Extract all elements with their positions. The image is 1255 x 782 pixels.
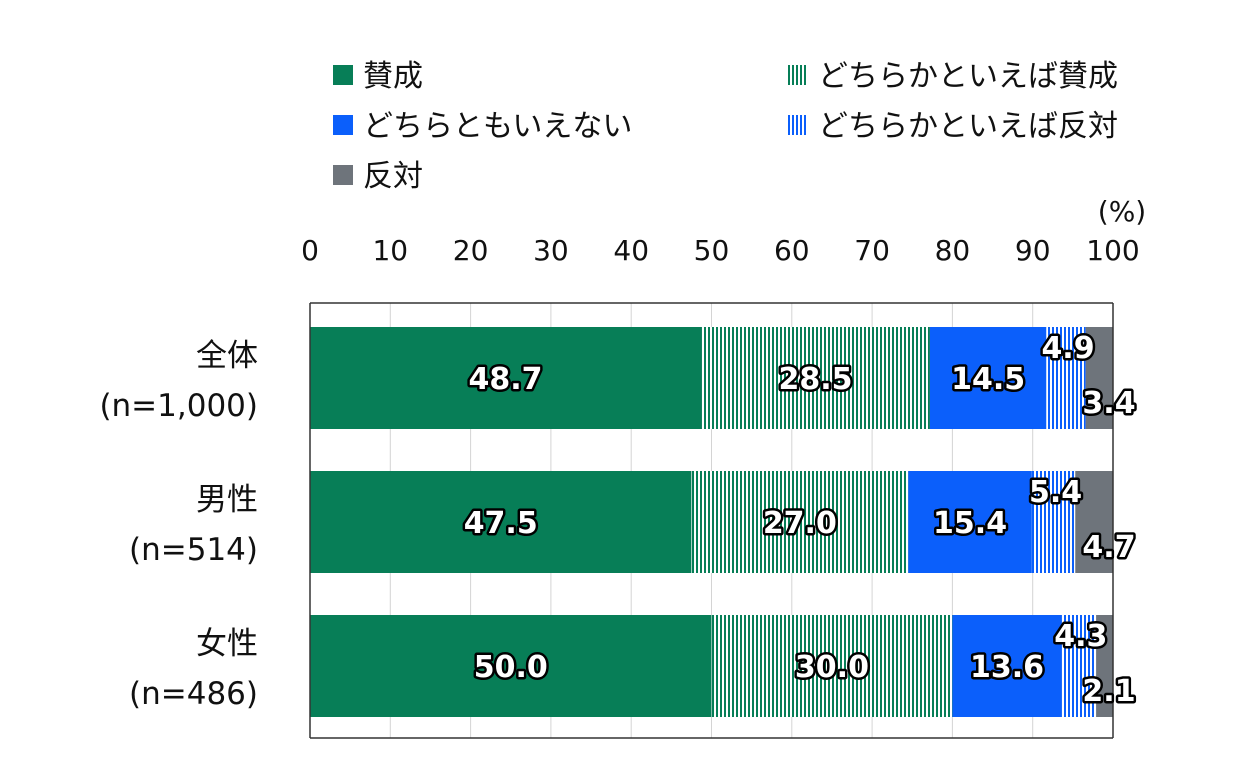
bar-segment [691, 471, 909, 573]
x-tick-label: 80 [935, 234, 971, 267]
x-tick-label: 10 [372, 234, 408, 267]
x-tick-label: 100 [1086, 234, 1139, 267]
bar-segment [929, 327, 1047, 429]
bar-segment [711, 615, 953, 717]
bar-segment [1096, 615, 1113, 717]
unit-label: (%) [1098, 195, 1146, 228]
data-label: 13.6 [970, 650, 1044, 685]
bar-segment [908, 471, 1032, 573]
x-tick-label: 40 [613, 234, 649, 267]
category-sample-size: (n=514) [129, 532, 258, 568]
data-label: 28.5 [778, 362, 852, 397]
x-axis-tick-labels: 0 10 20 30 40 50 60 70 80 90 100 [301, 234, 1140, 267]
x-tick-label: 70 [854, 234, 890, 267]
data-label: 14.5 [951, 362, 1025, 397]
legend-swatch [788, 65, 808, 85]
data-label: 4.9 [1041, 331, 1094, 366]
data-label: 3.4 [1082, 386, 1135, 421]
bar-segment [1031, 471, 1076, 573]
category-label: 全体 [196, 338, 258, 374]
legend-label: どちらかといえば反対 [818, 109, 1118, 144]
bar-segment [310, 471, 692, 573]
x-tick-label: 0 [301, 234, 319, 267]
x-tick-label: 20 [453, 234, 489, 267]
bar-segment [310, 327, 702, 429]
data-label: 4.3 [1054, 619, 1107, 654]
category-labels: 全体 (n=1,000) 男性 (n=514) 女性 (n=486) [99, 338, 258, 712]
category-sample-size: (n=486) [129, 676, 258, 712]
bar-segment [952, 615, 1062, 717]
data-label: 50.0 [474, 650, 548, 685]
x-tick-label: 30 [533, 234, 569, 267]
legend-label: 賛成 [363, 59, 423, 94]
value-labels: 48.7 28.5 14.5 4.9 3.4 47.5 27.0 15.4 5.44.7 50.0… [461, 329, 1138, 712]
bars [310, 327, 1113, 717]
legend-swatch [788, 115, 808, 135]
data-label: 5.4 [1029, 475, 1082, 510]
category-label: 男性 [196, 482, 258, 518]
legend-label: どちらかといえば賛成 [818, 59, 1118, 94]
data-label: 48.7 [469, 362, 543, 397]
bar-segment [1085, 327, 1113, 429]
bar-segment [701, 327, 930, 429]
category-sample-size: (n=1,000) [99, 388, 258, 424]
data-label: 4.7 [1082, 530, 1135, 565]
legend-swatch [333, 65, 353, 85]
x-tick-label: 60 [774, 234, 810, 267]
plot-frame [309, 302, 1114, 739]
legend-label: どちらともいえない [363, 109, 632, 144]
category-label: 女性 [196, 626, 258, 662]
data-label: 15.4 [933, 506, 1007, 541]
legend-swatch [333, 115, 353, 135]
legend-label: 反対 [363, 159, 423, 194]
data-label: 47.5 [464, 506, 538, 541]
bar-segment [1075, 471, 1113, 573]
bar-segment [1046, 327, 1086, 429]
data-label: 30.0 [795, 650, 869, 685]
x-tick-label: 50 [694, 234, 730, 267]
x-tick-label: 90 [1015, 234, 1051, 267]
bar-segment [1061, 615, 1097, 717]
legend-swatch [333, 165, 353, 185]
data-label: 2.1 [1082, 674, 1135, 709]
data-label: 27.0 [763, 506, 837, 541]
bar-segment [310, 615, 712, 717]
